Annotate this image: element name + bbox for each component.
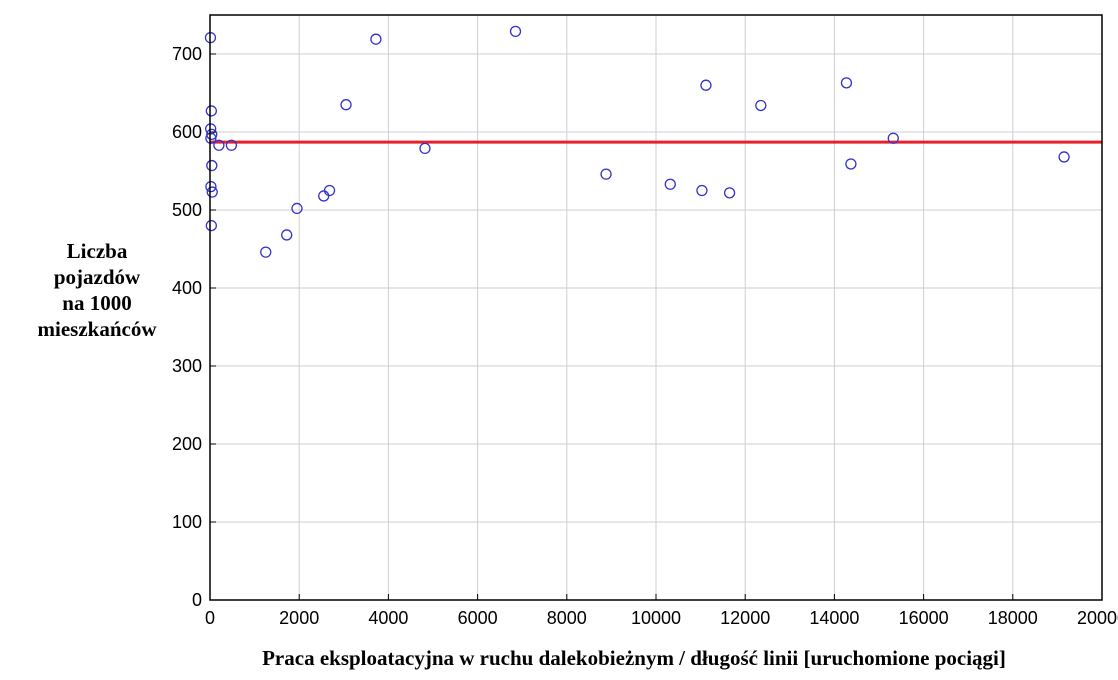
data-point: [206, 159, 218, 172]
data-point: [281, 229, 293, 241]
data-point: [845, 158, 857, 170]
x-tick-label: 0: [205, 608, 215, 628]
x-tick-label: 2000: [279, 608, 319, 628]
y-tick-label: 300: [172, 356, 202, 376]
x-tick-label: 18000: [988, 608, 1038, 628]
data-point: [370, 33, 382, 45]
x-tick-label: 6000: [458, 608, 498, 628]
y-tick-label: 700: [172, 44, 202, 64]
x-tick-label: 10000: [631, 608, 681, 628]
y-tick-label: 100: [172, 512, 202, 532]
y-tick-label: 400: [172, 278, 202, 298]
data-point: [1058, 151, 1070, 163]
data-point: [206, 186, 218, 198]
x-tick-label: 4000: [368, 608, 408, 628]
y-axis-label-line-3: na 1000: [62, 291, 132, 315]
x-tick-label: 14000: [809, 608, 859, 628]
data-point: [696, 184, 708, 197]
data-point: [723, 187, 736, 199]
data-point: [213, 139, 225, 151]
y-axis-label-line-2: pojazdów: [53, 265, 141, 289]
data-point: [205, 219, 217, 232]
data-point: [291, 202, 303, 215]
data-point: [700, 79, 712, 91]
x-tick-label: 16000: [899, 608, 949, 628]
data-point: [225, 139, 238, 151]
y-axis-label: Liczba pojazdów na 1000 mieszkańców: [32, 238, 162, 342]
data-point: [419, 142, 431, 155]
data-point: [206, 128, 218, 140]
data-point: [664, 178, 676, 190]
y-tick-label: 0: [192, 590, 202, 610]
data-point: [600, 168, 612, 180]
data-point: [340, 99, 352, 111]
y-axis-label-line-1: Liczba: [66, 239, 128, 263]
x-axis-label: Praca eksploatacyjna w ruchu dalekobieżn…: [262, 646, 1006, 670]
x-tick-label: 8000: [547, 608, 587, 628]
y-axis-label-line-4: mieszkańców: [37, 317, 157, 341]
data-point: [205, 180, 217, 193]
y-tick-label: 200: [172, 434, 202, 454]
data-point: [323, 184, 336, 197]
y-tick-label: 600: [172, 122, 202, 142]
chart-background: [155, 0, 1118, 640]
data-point: [887, 132, 899, 144]
data-point: [755, 99, 767, 112]
x-tick-label: 12000: [720, 608, 770, 628]
x-tick-labels: 0 2000 4000 6000 8000 10000 12000 14000 16000 180…: [205, 594, 1118, 628]
y-tick-labels: 0 100 200 300 400 500 600 700: [172, 44, 216, 610]
points-layer: [204, 25, 1070, 258]
y-tick-label: 500: [172, 200, 202, 220]
data-point: [260, 246, 272, 258]
data-point: [205, 105, 217, 117]
data-point: [509, 25, 522, 38]
data-point: [205, 132, 217, 144]
data-point: [840, 77, 853, 89]
